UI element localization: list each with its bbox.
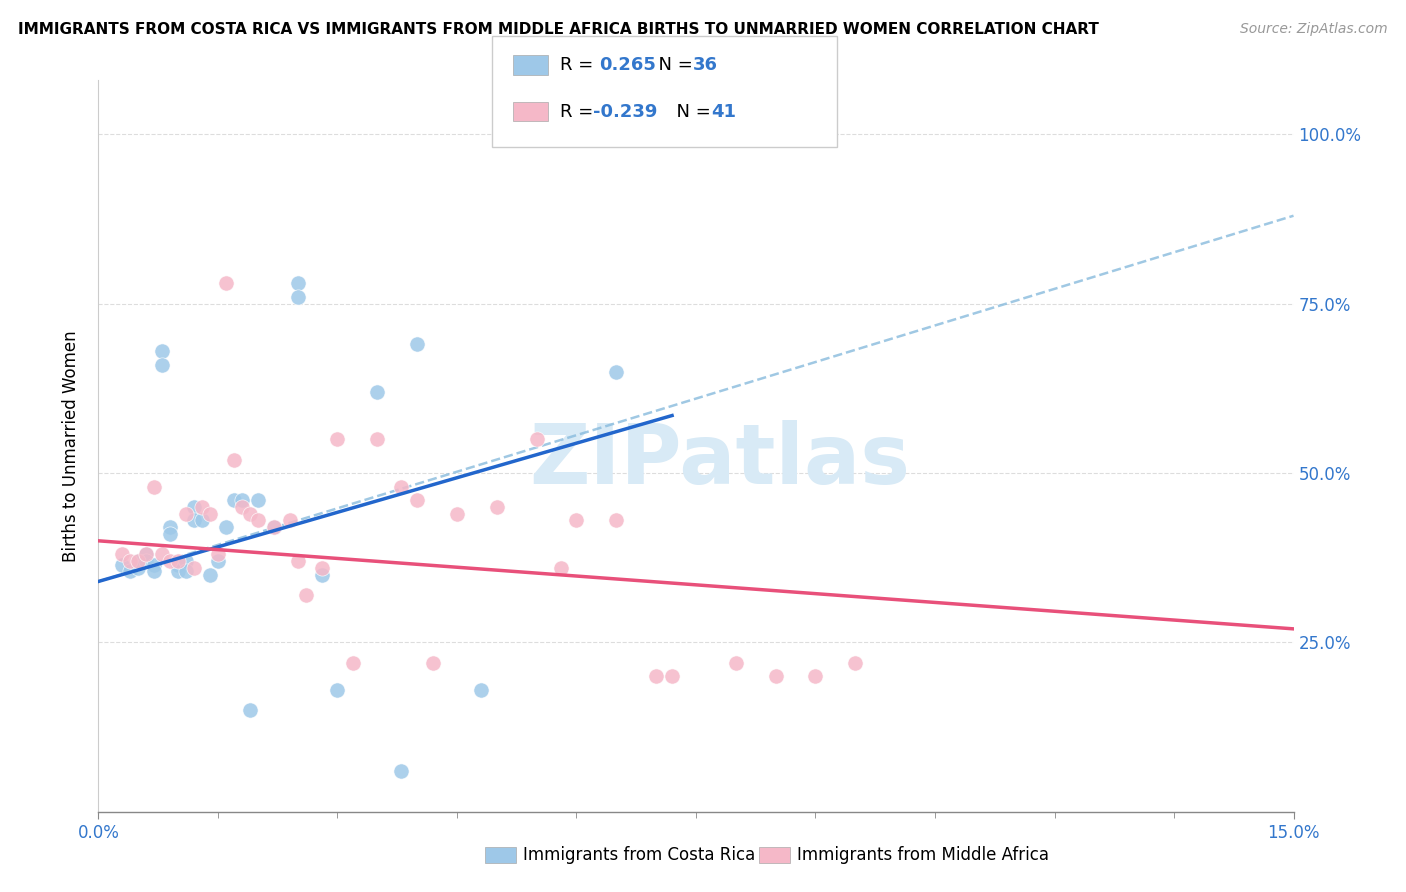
Point — [183, 514, 205, 528]
Point — [389, 480, 412, 494]
Point — [174, 554, 197, 568]
Point — [311, 561, 333, 575]
Point — [174, 564, 197, 578]
Point — [246, 514, 269, 528]
Point — [406, 493, 429, 508]
Point — [239, 703, 262, 717]
Point — [150, 547, 173, 561]
Point — [422, 656, 444, 670]
Point — [135, 547, 157, 561]
Point — [143, 564, 166, 578]
Point — [143, 558, 166, 572]
Point — [366, 384, 388, 399]
Text: N =: N = — [665, 103, 717, 120]
Point — [406, 337, 429, 351]
Point — [135, 547, 157, 561]
Point — [550, 561, 572, 575]
Point — [645, 669, 668, 683]
Point — [246, 493, 269, 508]
Point — [111, 558, 134, 572]
Point — [127, 554, 149, 568]
Point — [326, 682, 349, 697]
Point — [198, 507, 221, 521]
Point — [263, 520, 285, 534]
Text: Immigrants from Costa Rica: Immigrants from Costa Rica — [523, 846, 755, 863]
Point — [143, 480, 166, 494]
Point — [183, 561, 205, 575]
Text: IMMIGRANTS FROM COSTA RICA VS IMMIGRANTS FROM MIDDLE AFRICA BIRTHS TO UNMARRIED : IMMIGRANTS FROM COSTA RICA VS IMMIGRANTS… — [18, 22, 1099, 37]
Point — [565, 514, 588, 528]
Point — [231, 493, 253, 508]
Point — [207, 554, 229, 568]
Point — [366, 432, 388, 446]
Point — [167, 558, 190, 572]
Point — [605, 514, 627, 528]
Point — [263, 520, 285, 534]
Point — [198, 567, 221, 582]
Text: 36: 36 — [693, 56, 718, 74]
Point — [127, 554, 149, 568]
Point — [183, 500, 205, 514]
Point — [231, 500, 253, 514]
Point — [120, 554, 142, 568]
Text: 41: 41 — [711, 103, 737, 120]
Point — [294, 588, 316, 602]
Point — [159, 520, 181, 534]
Point — [191, 500, 214, 514]
Point — [470, 682, 492, 697]
Point — [485, 500, 508, 514]
Point — [207, 547, 229, 561]
Text: R =: R = — [560, 56, 605, 74]
Text: ZIPatlas: ZIPatlas — [530, 420, 910, 501]
Point — [167, 554, 190, 568]
Point — [326, 432, 349, 446]
Point — [159, 554, 181, 568]
Point — [167, 564, 190, 578]
Point — [446, 507, 468, 521]
Point — [215, 277, 238, 291]
Point — [174, 507, 197, 521]
Point — [120, 564, 142, 578]
Point — [222, 493, 245, 508]
Point — [135, 554, 157, 568]
Point — [765, 669, 787, 683]
Point — [389, 764, 412, 778]
Point — [111, 547, 134, 561]
Text: N =: N = — [647, 56, 699, 74]
Point — [844, 656, 866, 670]
Point — [191, 514, 214, 528]
Point — [150, 344, 173, 359]
Point — [526, 432, 548, 446]
Text: Immigrants from Middle Africa: Immigrants from Middle Africa — [797, 846, 1049, 863]
Text: 0.265: 0.265 — [599, 56, 655, 74]
Point — [287, 277, 309, 291]
Point — [287, 290, 309, 304]
Text: -0.239: -0.239 — [593, 103, 658, 120]
Point — [311, 567, 333, 582]
Text: R =: R = — [560, 103, 599, 120]
Point — [724, 656, 747, 670]
Point — [661, 669, 683, 683]
Point — [804, 669, 827, 683]
Point — [215, 520, 238, 534]
Point — [127, 561, 149, 575]
Point — [222, 452, 245, 467]
Point — [287, 554, 309, 568]
Point — [278, 514, 301, 528]
Point — [605, 364, 627, 378]
Text: Source: ZipAtlas.com: Source: ZipAtlas.com — [1240, 22, 1388, 37]
Point — [150, 358, 173, 372]
Y-axis label: Births to Unmarried Women: Births to Unmarried Women — [62, 330, 80, 562]
Point — [159, 527, 181, 541]
Point — [342, 656, 364, 670]
Point — [239, 507, 262, 521]
